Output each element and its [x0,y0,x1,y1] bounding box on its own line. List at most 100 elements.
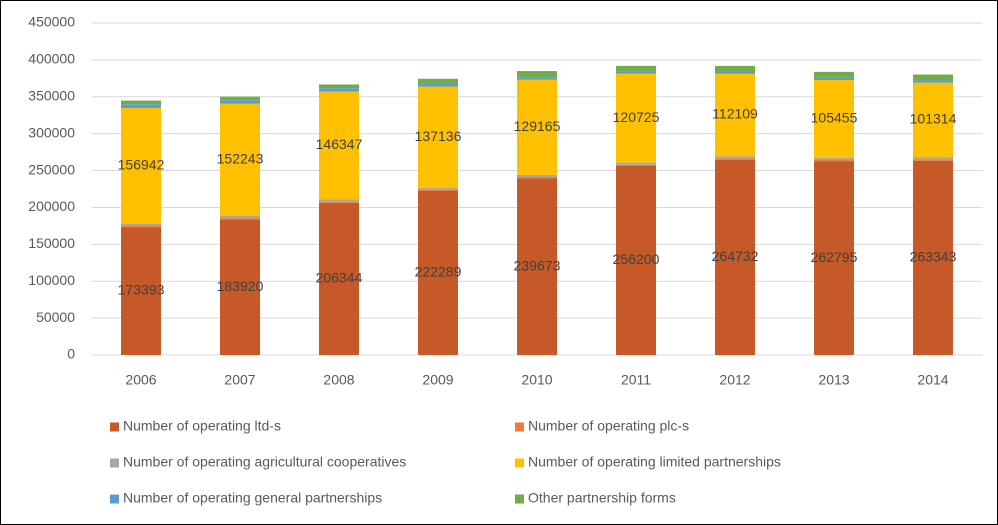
bar-segment [913,74,953,81]
data-label: 146347 [316,136,363,152]
data-label: 137136 [415,128,462,144]
data-label: 206344 [316,270,363,286]
bar-segment [319,84,359,89]
bar-segment [418,86,458,188]
bar-segment [715,65,755,72]
y-tick-label: 100000 [28,272,75,288]
bar-segment [715,159,755,355]
bar-segment [517,174,557,178]
bar-segment [121,223,161,226]
legend-label: Number of operating ltd-s [123,418,281,434]
bar-segment [517,77,557,80]
data-label: 101314 [910,111,957,127]
bar-segment [913,157,953,160]
bar-segment [418,187,458,190]
bar-segment [913,82,953,158]
bar-segment [220,100,260,104]
bar-segment [319,201,359,203]
bar-segment [814,77,854,80]
x-tick-label: 2008 [323,372,354,388]
x-tick-label: 2011 [621,372,651,388]
bar-segment [220,219,260,355]
bar-segment [121,104,161,108]
data-label: 256200 [613,251,660,267]
bar-segment [517,71,557,78]
legend-label: Number of operating limited partnerships [528,454,781,470]
y-tick-label: 200000 [28,198,75,214]
bar-segment [715,156,755,159]
y-tick-label: 300000 [28,124,75,140]
legend-swatch [515,458,524,468]
data-label: 129165 [514,118,561,134]
bar-segment [814,79,854,158]
legend-label: Number of operating plc-s [528,418,689,434]
bar-segment [517,178,557,355]
data-label: 105455 [811,110,858,126]
legend-swatch [110,458,119,468]
bar-segment [418,191,458,355]
bar-segment [418,83,458,87]
data-label: 263343 [910,249,957,265]
bar-segment [319,202,359,355]
bar-segment [517,177,557,179]
y-tick-label: 350000 [28,87,75,103]
y-tick-label: 50000 [36,309,75,325]
x-tick-label: 2014 [917,372,948,388]
bar-segment [913,80,953,83]
bar-segment [616,165,656,355]
bar-segment [220,96,260,101]
bar-segment [814,157,854,161]
y-tick-label: 400000 [28,51,75,67]
legend-swatch [110,494,119,504]
data-label: 173393 [118,282,165,298]
legend-label: Number of operating general partnerships [123,490,382,506]
legend-label: Number of operating agricultural coopera… [123,454,406,470]
data-label: 120725 [613,109,660,125]
bar-segment [814,71,854,78]
legend-swatch [515,422,524,432]
legend-swatch [110,422,119,432]
x-tick-label: 2012 [719,372,750,388]
bar-segment [220,215,260,219]
data-label: 239673 [514,257,561,273]
data-label: 264732 [712,248,759,264]
x-tick-label: 2010 [521,372,552,388]
bar-segment [616,164,656,166]
bar-segment [121,225,161,228]
x-tick-label: 2007 [224,372,255,388]
bar-segment [319,88,359,92]
data-label: 152243 [217,151,264,167]
bar-segment [616,162,656,165]
bar-segment [616,73,656,163]
data-label: 262795 [811,249,858,265]
legend-label: Other partnership forms [528,490,676,506]
bar-segment [616,65,656,72]
y-tick-label: 0 [67,346,75,362]
bar-segment [715,158,755,160]
bar-segment [616,71,656,74]
data-label: 112109 [712,106,758,122]
bar-segment [220,103,260,216]
bar-segment [814,161,854,355]
x-tick-label: 2009 [422,372,453,388]
x-tick-label: 2013 [818,372,849,388]
x-tick-label: 2006 [125,372,156,388]
bar-segment [220,218,260,220]
bar-segment [517,79,557,175]
bar-segment [913,160,953,355]
data-label: 222289 [415,264,462,280]
bar-segment [121,227,161,355]
bar-segment [814,160,854,162]
bar-segment [319,91,359,200]
y-tick-label: 150000 [28,235,75,251]
bar-segment [319,199,359,202]
bar-segment [121,107,161,224]
legend-swatch [515,494,524,504]
bar-segment [715,73,755,157]
bar-segment [418,78,458,84]
data-label: 183920 [217,278,264,294]
bar-segment [121,100,161,105]
data-label: 156942 [118,157,165,173]
bar-segment [913,159,953,161]
